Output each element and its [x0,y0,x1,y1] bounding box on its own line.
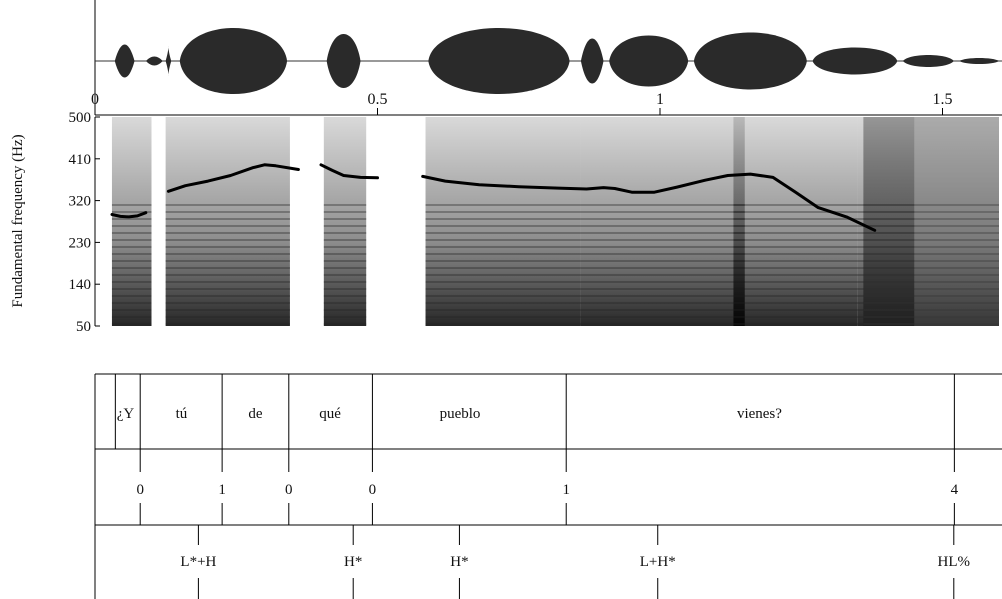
tone-label: H* [344,554,362,570]
y-tick-label: 230 [69,235,92,251]
spectrogram-harmonics [733,200,858,326]
spectrogram-harmonics [165,200,290,326]
f0-segment [166,163,300,193]
word-label: pueblo [440,406,481,422]
waveform-segment [693,32,807,90]
spectrogram-harmonics [863,200,999,326]
waveform [114,28,999,94]
word-label: de [248,406,263,422]
y-tick-label: 50 [76,319,91,335]
waveform-segment [580,38,604,84]
y-axis: 50 140 230 320 410 500 [69,110,100,335]
waveform-segment [179,28,288,94]
break-index-label: 0 [285,482,293,498]
break-index-label: 4 [951,482,959,498]
waveform-segment [959,58,999,64]
word-tier: ¿Y tú de qué pueblo vienes? [114,374,955,449]
waveform-panel: 0 0.5 1 1.5 [91,0,1002,116]
time-axis: 0 0.5 1 1.5 [91,91,953,115]
spectrogram-panel: 50 140 230 320 410 500 Fundamental frequency … [10,110,999,335]
tone-label: HL% [938,554,971,570]
word-label: qué [319,406,341,422]
break-index-label: 1 [218,482,226,498]
word-label: vienes? [737,406,782,422]
break-index-tier: 0 1 0 0 1 4 [136,449,959,525]
waveform-segment [145,56,163,66]
word-label: ¿Y [117,406,135,422]
spectrogram-noise [863,117,999,326]
spectrogram [111,117,999,326]
spectrogram-harmonics [111,200,152,326]
break-index-label: 0 [136,482,144,498]
y-tick-label: 410 [69,152,92,168]
waveform-segment [428,28,570,94]
tone-tier: L*+H H* H* L+H* HL% [180,525,970,599]
waveform-segment [812,47,898,75]
waveform-segment [326,34,361,88]
waveform-segment [165,46,172,76]
y-tick-label: 140 [69,277,92,293]
f0-contour [110,163,877,232]
spectrogram-harmonics [580,200,745,326]
spectrogram-harmonics [323,200,367,326]
y-tick-label: 500 [69,110,92,126]
f0-segment [319,163,379,180]
tone-label: L*+H [180,554,216,570]
waveform-segment [902,55,954,67]
x-tick-label: 1 [656,91,664,108]
break-index-label: 0 [369,482,377,498]
y-axis-label: Fundamental frequency (Hz) [10,134,26,307]
x-tick-label: 0 [91,91,99,108]
f0-segment [110,211,148,219]
annotation-tiers: ¿Y tú de qué pueblo vienes? 0 1 0 0 1 4 L*+H H* H* L+… [94,373,1002,599]
spectrogram-harmonics [425,200,581,326]
x-tick-label: 1.5 [933,91,953,108]
waveform-segment [114,44,135,78]
tone-label: L+H* [640,554,676,570]
x-tick-label: 0.5 [368,91,388,108]
y-tick-label: 320 [69,194,92,210]
f0-segment [421,172,877,232]
waveform-segment [609,35,689,87]
break-index-label: 1 [562,482,570,498]
word-label: tú [176,406,188,422]
tone-label: H* [450,554,468,570]
